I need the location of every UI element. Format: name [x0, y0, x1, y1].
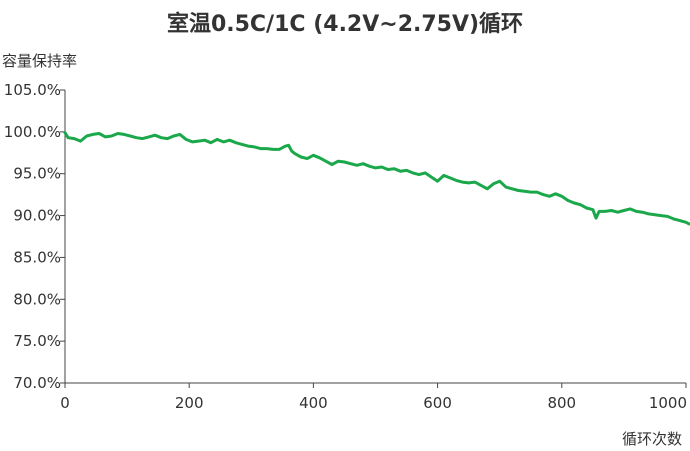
x-tick-label: 800 — [547, 394, 576, 412]
y-tick-label: 100.0% — [4, 123, 61, 141]
x-axis-ticks: 0 200 400 600 800 1000 — [60, 383, 687, 412]
y-tick-label: 105.0% — [4, 81, 61, 99]
x-tick-label: 600 — [423, 394, 452, 412]
y-tick-label: 95.0% — [13, 165, 61, 183]
x-tick-label: 0 — [60, 394, 70, 412]
y-tick-label: 85.0% — [13, 248, 61, 266]
y-tick-label: 90.0% — [13, 207, 61, 225]
chart-title: 室温0.5C/1C (4.2V~2.75V)循环 — [166, 12, 524, 37]
x-tick-label: 400 — [299, 394, 328, 412]
y-tick-label: 80.0% — [13, 290, 61, 308]
series-line-capacity-retention — [63, 131, 690, 226]
x-tick-label: 200 — [175, 394, 204, 412]
y-axis-label: 容量保持率 — [2, 52, 78, 70]
x-axis-label: 循环次数 — [621, 430, 682, 448]
y-tick-label: 70.0% — [13, 374, 61, 392]
y-tick-label: 75.0% — [13, 332, 61, 350]
y-axis-ticks: 70.0% 75.0% 80.0% 85.0% 90.0% 95.0% 100.0% 105.… — [4, 81, 65, 392]
x-tick-label: 1000 — [649, 394, 687, 412]
